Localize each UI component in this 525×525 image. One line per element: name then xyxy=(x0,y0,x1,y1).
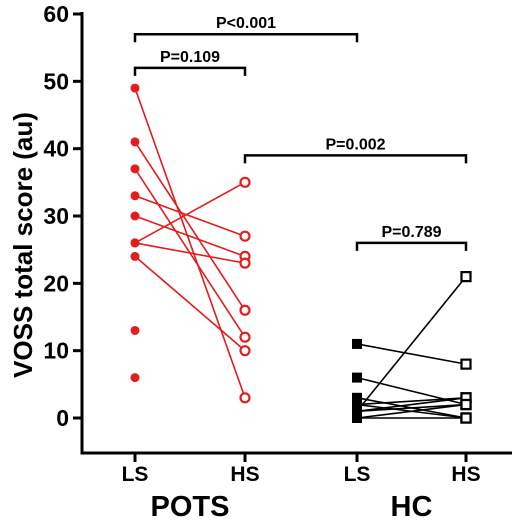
ls-point xyxy=(352,413,362,423)
x-tick-label: LS xyxy=(344,463,371,486)
significance-annotations: P<0.001 P=0.109 P=0.002 P=0.789 xyxy=(133,15,468,251)
pair-line xyxy=(134,87,246,399)
ls-point xyxy=(130,191,140,201)
hs-point xyxy=(460,398,472,411)
pairing-lines xyxy=(134,87,467,419)
x-tick-label: HS xyxy=(451,463,480,486)
p-value-label: P=0.002 xyxy=(325,136,385,153)
y-tick-label: 50 xyxy=(43,68,69,94)
group-label: POTS xyxy=(151,491,230,523)
ls-point xyxy=(130,83,140,93)
ls-point xyxy=(130,211,140,221)
pair-line xyxy=(356,403,467,413)
hs-point xyxy=(239,392,251,404)
hs-point xyxy=(460,412,472,424)
y-axis-label: VOSS total score (au) xyxy=(8,112,38,378)
hs-point xyxy=(239,257,251,269)
ls-point xyxy=(352,338,362,349)
pair-line xyxy=(134,195,246,237)
hs-point xyxy=(239,230,251,242)
pair-line xyxy=(134,181,246,244)
pair-line xyxy=(134,242,246,264)
ls-point xyxy=(130,325,140,335)
hs-point xyxy=(239,176,251,188)
bracket-line xyxy=(133,66,247,76)
pair-line xyxy=(356,343,467,365)
hs-point xyxy=(460,271,472,283)
y-tick-label: 40 xyxy=(43,136,69,162)
pair-line xyxy=(356,397,467,413)
y-tick-label: 60 xyxy=(43,1,69,27)
pair-line xyxy=(134,141,246,311)
p-value-bracket: P=0.109 xyxy=(133,49,247,76)
y-tick-label: 0 xyxy=(56,405,69,431)
pair-line xyxy=(134,255,246,352)
ls-point xyxy=(130,373,140,383)
hs-point xyxy=(239,304,251,316)
pair-line xyxy=(356,276,467,412)
y-tick-label: 10 xyxy=(43,338,69,364)
y-tick-label: 30 xyxy=(43,203,69,229)
p-value-label: P<0.001 xyxy=(216,15,276,32)
pair-line xyxy=(134,215,246,258)
pair-line xyxy=(356,403,467,419)
p-value-bracket: P=0.789 xyxy=(355,224,468,251)
ls-point xyxy=(130,137,140,147)
hs-point xyxy=(239,331,251,343)
bracket-line xyxy=(355,241,468,251)
ls-point xyxy=(352,372,362,383)
ls-point xyxy=(352,392,362,403)
ls-point xyxy=(130,164,140,174)
ls-point xyxy=(352,406,362,417)
p-value-label: P=0.789 xyxy=(381,224,441,241)
x-tick-label: HS xyxy=(230,463,259,486)
hs-point xyxy=(460,358,472,370)
ls-point xyxy=(130,238,140,248)
ls-point xyxy=(130,251,140,261)
ls-point xyxy=(352,399,362,410)
y-tick-label: 20 xyxy=(43,270,69,296)
data-markers xyxy=(130,83,472,424)
x-tick-label: LS xyxy=(122,463,149,486)
hs-point xyxy=(239,345,251,357)
p-value-bracket: P<0.001 xyxy=(133,15,359,43)
p-value-label: P=0.109 xyxy=(160,49,220,66)
bracket-line xyxy=(133,32,359,43)
axes: 0 10 20 30 40 50 60 xyxy=(43,1,512,462)
pair-line xyxy=(356,397,467,406)
bracket-line xyxy=(243,154,468,164)
group-label: HC xyxy=(391,491,433,523)
p-value-bracket: P=0.002 xyxy=(243,136,468,164)
